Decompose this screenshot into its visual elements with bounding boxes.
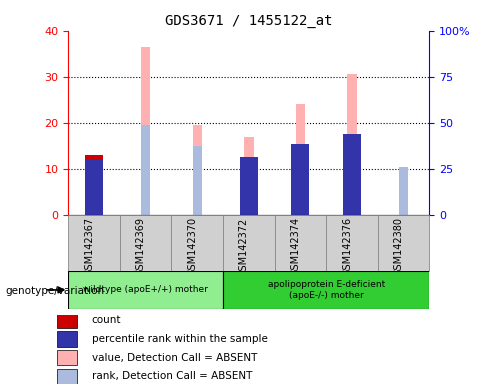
Bar <box>223 215 275 271</box>
Bar <box>193 125 202 215</box>
Bar <box>343 134 361 215</box>
Text: GSM142376: GSM142376 <box>342 217 352 276</box>
Bar <box>244 137 254 215</box>
Text: percentile rank within the sample: percentile rank within the sample <box>92 334 267 344</box>
Bar <box>291 144 309 215</box>
Bar <box>240 157 258 215</box>
Bar <box>378 215 429 271</box>
Bar <box>347 134 357 215</box>
Text: GSM142370: GSM142370 <box>187 217 197 276</box>
Text: GSM142372: GSM142372 <box>239 217 249 276</box>
Text: value, Detection Call = ABSENT: value, Detection Call = ABSENT <box>92 353 257 363</box>
Bar <box>275 215 326 271</box>
Bar <box>58 331 77 347</box>
Text: rank, Detection Call = ABSENT: rank, Detection Call = ABSENT <box>92 371 252 381</box>
Text: GSM142374: GSM142374 <box>290 217 301 276</box>
Bar <box>244 157 254 215</box>
Text: GSM142369: GSM142369 <box>136 217 146 276</box>
Bar <box>141 47 150 215</box>
Text: GSM142367: GSM142367 <box>84 217 94 276</box>
Bar <box>223 271 429 309</box>
Text: genotype/variation: genotype/variation <box>5 286 104 296</box>
Bar <box>296 104 305 215</box>
Bar <box>58 350 77 365</box>
Bar <box>326 215 378 271</box>
Bar <box>171 215 223 271</box>
Bar <box>193 146 202 215</box>
Bar <box>399 167 408 215</box>
Text: apolipoprotein E-deficient
(apoE-/-) mother: apolipoprotein E-deficient (apoE-/-) mot… <box>267 280 385 300</box>
Bar <box>58 369 77 384</box>
Bar <box>68 271 223 309</box>
Bar <box>58 313 77 328</box>
Text: wildtype (apoE+/+) mother: wildtype (apoE+/+) mother <box>83 285 208 295</box>
Bar <box>68 215 120 271</box>
Bar <box>120 215 171 271</box>
Text: count: count <box>92 315 121 325</box>
Bar <box>399 167 408 215</box>
Bar <box>85 160 103 215</box>
Title: GDS3671 / 1455122_at: GDS3671 / 1455122_at <box>165 14 333 28</box>
Text: GSM142380: GSM142380 <box>394 217 404 276</box>
Bar <box>347 74 357 215</box>
Bar <box>296 144 305 215</box>
Bar <box>85 155 103 215</box>
Bar <box>141 125 150 215</box>
